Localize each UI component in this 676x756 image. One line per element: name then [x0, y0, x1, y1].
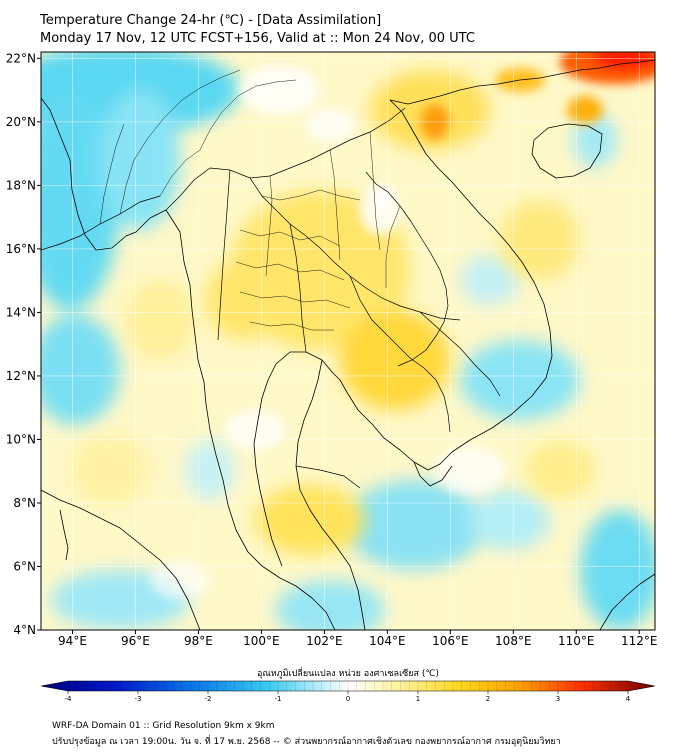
lat-tick-label: 22°N: [6, 51, 36, 65]
borneo-coast: [599, 573, 655, 630]
footer-update-info: ปรับปรุงข้อมูล ณ เวลา 19:00น. วัน จ. ที่…: [52, 737, 561, 747]
andaman-islands: [59, 509, 69, 561]
lat-tick-label: 18°N: [6, 178, 36, 192]
longitude-ticks: 94°E 96°E 98°E 100°E 102°E 104°E 106°E 108°E 110…: [58, 630, 658, 648]
colorbar-tick-label: 4: [626, 695, 631, 703]
lon-tick-label: 98°E: [184, 634, 213, 648]
field-hot-regions: [421, 52, 655, 140]
colorbar-tick-label: -4: [65, 695, 73, 703]
hainan-island: [531, 123, 603, 179]
map-frame: [40, 51, 656, 631]
lon-tick-label: 102°E: [306, 634, 343, 648]
lat-tick-label: 4°N: [13, 623, 36, 637]
latitude-ticks: 22°N 20°N 18°N 16°N 14°N 12°N 10°N 8°N 6°N 4°N: [6, 51, 41, 637]
colorbar-tick-label: -2: [205, 695, 212, 703]
lon-tick-label: 112°E: [621, 634, 658, 648]
lon-tick-label: 94°E: [58, 634, 87, 648]
lon-tick-label: 106°E: [432, 634, 469, 648]
lon-tick-label: 110°E: [558, 634, 595, 648]
colorbar-label: อุณหภูมิเปลี่ยนแปลง หน่วย องศาเซลเซียส (…: [257, 666, 439, 679]
colorbar-tick-label: -3: [135, 695, 142, 703]
colorbar-tick-label: -1: [275, 695, 282, 703]
map-plot-area: [41, 52, 655, 630]
lon-tick-label: 100°E: [243, 634, 280, 648]
field-neutral-regions: [150, 65, 505, 600]
lon-tick-label: 108°E: [495, 634, 532, 648]
lat-tick-label: 20°N: [6, 115, 36, 129]
lon-tick-label: 104°E: [369, 634, 406, 648]
colorbar-ticks: -4 -3 -2 -1 0 1 2 3 4: [65, 691, 631, 703]
field-warm-regions: [70, 70, 595, 555]
gulf-coast-west: [253, 99, 553, 567]
lat-tick-label: 10°N: [6, 432, 36, 446]
field-cold-regions: [41, 52, 655, 630]
sumatra-coast: [41, 489, 201, 630]
colorbar-tick-label: 0: [346, 695, 350, 703]
footer-domain-info: WRF-DA Domain 01 :: Grid Resolution 9km …: [52, 721, 275, 731]
map-subtitle: Monday 17 Nov, 12 UTC FCST+156, Valid at…: [40, 31, 475, 46]
south-china-coast: [389, 59, 655, 105]
country-borders: [41, 107, 501, 489]
colorbar-tick-label: 2: [486, 695, 490, 703]
province-borders: [99, 69, 401, 331]
indochina-mainland-coast: [41, 97, 336, 630]
lat-tick-label: 16°N: [6, 242, 36, 256]
lat-tick-label: 14°N: [6, 305, 36, 319]
lon-tick-label: 96°E: [121, 634, 150, 648]
colorbar-segments: [76, 681, 620, 691]
lat-tick-label: 8°N: [13, 496, 36, 510]
map-title: Temperature Change 24-hr (℃) - [Data Ass…: [40, 13, 382, 28]
map-gridlines: [41, 52, 655, 630]
colorbar-tick-label: 3: [556, 695, 560, 703]
colorbar-tick-label: 1: [416, 695, 420, 703]
coastlines: [41, 59, 655, 630]
lat-tick-label: 6°N: [13, 559, 36, 573]
mekong-delta: [413, 461, 453, 487]
lat-tick-label: 12°N: [6, 369, 36, 383]
malay-peninsula-east: [295, 359, 366, 630]
